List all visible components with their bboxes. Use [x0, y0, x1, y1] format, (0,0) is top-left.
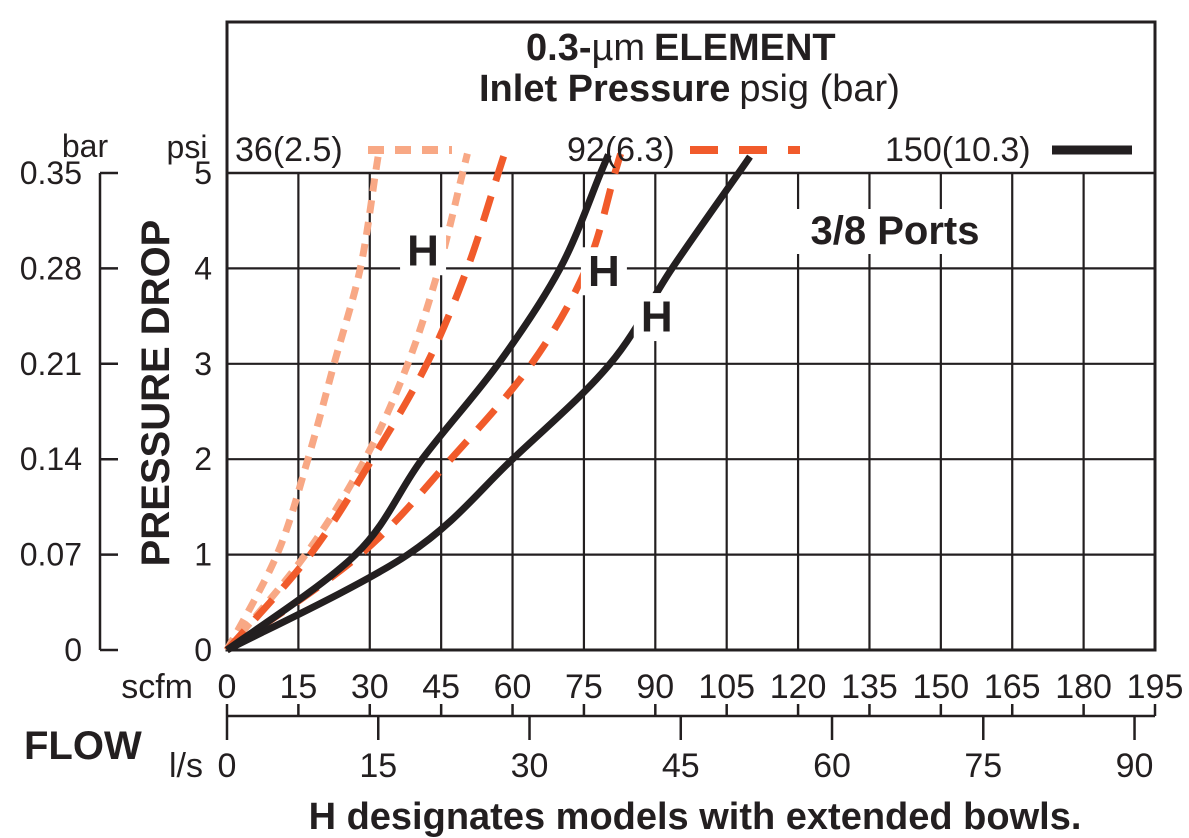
scfm-tick-label: 180 — [1055, 668, 1112, 706]
bar-tick-label: 0.35 — [20, 155, 82, 191]
bar-unit-label: bar — [62, 128, 109, 164]
ls-tick-label: 75 — [964, 747, 1002, 785]
scfm-tick-label: 105 — [698, 668, 755, 706]
psi-unit-label: psi — [167, 129, 208, 165]
bar-tick-label: 0.07 — [20, 537, 82, 573]
axis-titles: bar psi PRESSURE DROP scfm l/s FLOW — [24, 128, 207, 785]
legend-label-92: 92(6.3) — [567, 131, 675, 169]
chart-caption: H designates models with extended bowls. — [309, 796, 1082, 838]
ls-tick-label: 30 — [511, 747, 549, 785]
h-marker-backing — [400, 227, 447, 276]
scfm-tick-label: 165 — [984, 668, 1041, 706]
scfm-tick-label: 150 — [912, 668, 969, 706]
curve-layer — [223, 152, 753, 654]
grid-layer — [225, 20, 1157, 652]
psi-tick-label: 1 — [194, 537, 212, 573]
axis-decoration-layer — [98, 171, 1157, 740]
scfm-tick-label: 45 — [422, 668, 460, 706]
ports-annotation: 3/8 Ports — [811, 209, 980, 253]
scfm-tick-label: 60 — [494, 668, 532, 706]
curve-92-6-3-psig-standard — [224, 152, 508, 653]
h-marker-36: H — [407, 227, 439, 276]
legend-label-36: 36(2.5) — [235, 131, 343, 169]
bar-tick-label: 0.14 — [20, 441, 82, 477]
chart-subtitle: Inlet Pressure psig (bar) — [479, 68, 900, 110]
x-axis-title: FLOW — [24, 724, 142, 768]
curve-36-2-5-psig-h-extended-bowl — [224, 152, 471, 653]
h-marker-150: H — [641, 293, 673, 342]
ls-tick-label: 0 — [218, 747, 237, 785]
scfm-tick-label: 195 — [1127, 668, 1184, 706]
h-marker-92: H — [588, 247, 620, 296]
legend-label-150: 150(10.3) — [885, 131, 1031, 169]
chart-legend: 36(2.5) 92(6.3) 150(10.3) — [235, 131, 1132, 169]
scfm-tick-label: 135 — [841, 668, 898, 706]
chart-title: 0.3-µm ELEMENT — [526, 27, 836, 69]
ls-tick-label: 60 — [813, 747, 851, 785]
psi-tick-label: 2 — [194, 441, 212, 477]
curve-150-10-3-psig-h-extended-bowl — [225, 154, 753, 654]
chart-header: 0.3-µm ELEMENT Inlet Pressure psig (bar) — [479, 27, 900, 110]
h-marker-backing — [580, 247, 627, 296]
scfm-unit-label: scfm — [121, 668, 193, 706]
curve-92-6-3-psig-h-extended-bowl — [224, 152, 624, 653]
psi-tick-label: 5 — [194, 155, 212, 191]
psi-tick-label: 4 — [194, 250, 212, 286]
h-marker-backing — [633, 293, 680, 342]
ls-tick-label: 15 — [359, 747, 397, 785]
scfm-tick-label: 120 — [770, 668, 827, 706]
scfm-tick-label: 75 — [565, 668, 603, 706]
curve-150-10-3-psig-standard — [224, 153, 612, 653]
overlay-layer: 3/8 Ports H H H — [400, 209, 999, 342]
scfm-tick-label: 15 — [279, 668, 317, 706]
ports-annotation-backing — [795, 209, 999, 254]
chart-border — [225, 20, 1157, 652]
scfm-tick-label: 30 — [351, 668, 389, 706]
bar-tick-label: 0 — [64, 632, 82, 668]
ls-tick-label: 90 — [1116, 747, 1154, 785]
bar-tick-label: 0.28 — [20, 250, 82, 286]
ls-tick-label: 45 — [662, 747, 700, 785]
scfm-tick-label: 0 — [218, 668, 237, 706]
psi-tick-label: 0 — [194, 632, 212, 668]
bar-tick-label: 0.21 — [20, 346, 82, 382]
psi-tick-label: 3 — [194, 346, 212, 382]
ls-unit-label: l/s — [169, 747, 203, 785]
y-axis-title: PRESSURE DROP — [134, 220, 178, 567]
curve-36-2-5-psig-standard — [223, 152, 383, 652]
scfm-tick-label: 90 — [636, 668, 674, 706]
